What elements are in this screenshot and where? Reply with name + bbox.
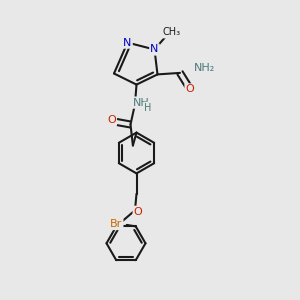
Text: O: O: [107, 115, 116, 125]
Text: N: N: [123, 38, 132, 48]
Text: CH₃: CH₃: [163, 27, 181, 38]
Text: NH: NH: [133, 98, 149, 108]
Text: NH₂: NH₂: [194, 63, 215, 73]
Text: H: H: [144, 103, 151, 113]
Text: N: N: [150, 44, 159, 55]
Text: O: O: [134, 207, 142, 217]
Text: Br: Br: [110, 219, 122, 229]
Text: O: O: [185, 84, 194, 94]
